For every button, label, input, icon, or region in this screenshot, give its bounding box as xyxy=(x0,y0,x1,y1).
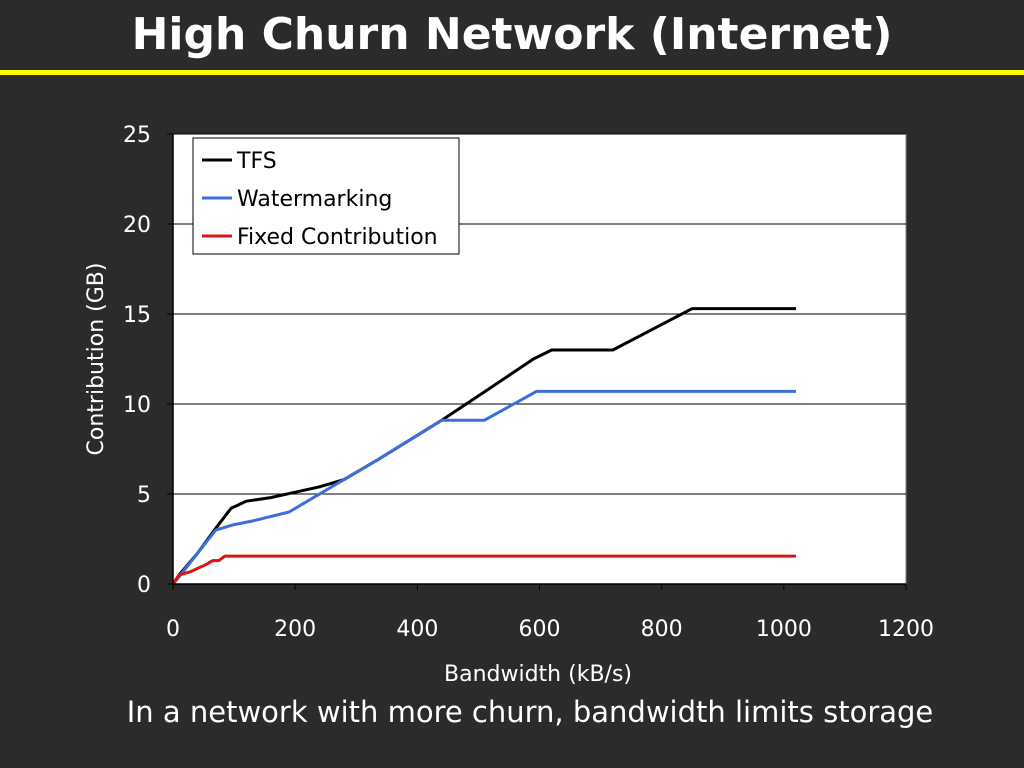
x-axis-label: Bandwidth (kB/s) xyxy=(444,662,632,687)
y-axis-label: Contribution (GB) xyxy=(84,263,109,456)
y-tick-label: 10 xyxy=(123,393,151,418)
slide-caption: In a network with more churn, bandwidth … xyxy=(126,695,934,729)
x-tick-label: 400 xyxy=(396,617,438,642)
legend: TFS Watermarking Fixed Contribution xyxy=(192,137,460,255)
legend-box xyxy=(192,137,460,255)
x-tick-label: 0 xyxy=(166,617,180,642)
legend-label: TFS xyxy=(236,149,277,174)
y-tick-label: 25 xyxy=(123,123,151,148)
x-tick-label: 200 xyxy=(274,617,316,642)
y-tick-label: 0 xyxy=(137,573,151,598)
legend-label: Watermarking xyxy=(237,187,392,212)
series-line-2 xyxy=(171,389,796,585)
title-underline xyxy=(0,70,1024,75)
y-tick-label: 15 xyxy=(123,303,151,328)
y-tick-label: 20 xyxy=(123,213,151,238)
x-tick-label: 1200 xyxy=(878,617,934,642)
x-tick-label: 800 xyxy=(641,617,683,642)
series-lines xyxy=(171,307,796,585)
x-tick-label: 600 xyxy=(519,617,561,642)
y-tick-label: 5 xyxy=(137,483,151,508)
grid-lines xyxy=(173,133,906,495)
slide-title: High Churn Network (Internet) xyxy=(131,9,893,60)
legend-label: Fixed Contribution xyxy=(237,225,438,250)
x-tick-label: 1000 xyxy=(756,617,812,642)
tick-labels: 0 5 10 15 20 25 0 200 400 600 800 1000 1200 xyxy=(123,123,934,642)
series-line-3 xyxy=(171,554,796,585)
